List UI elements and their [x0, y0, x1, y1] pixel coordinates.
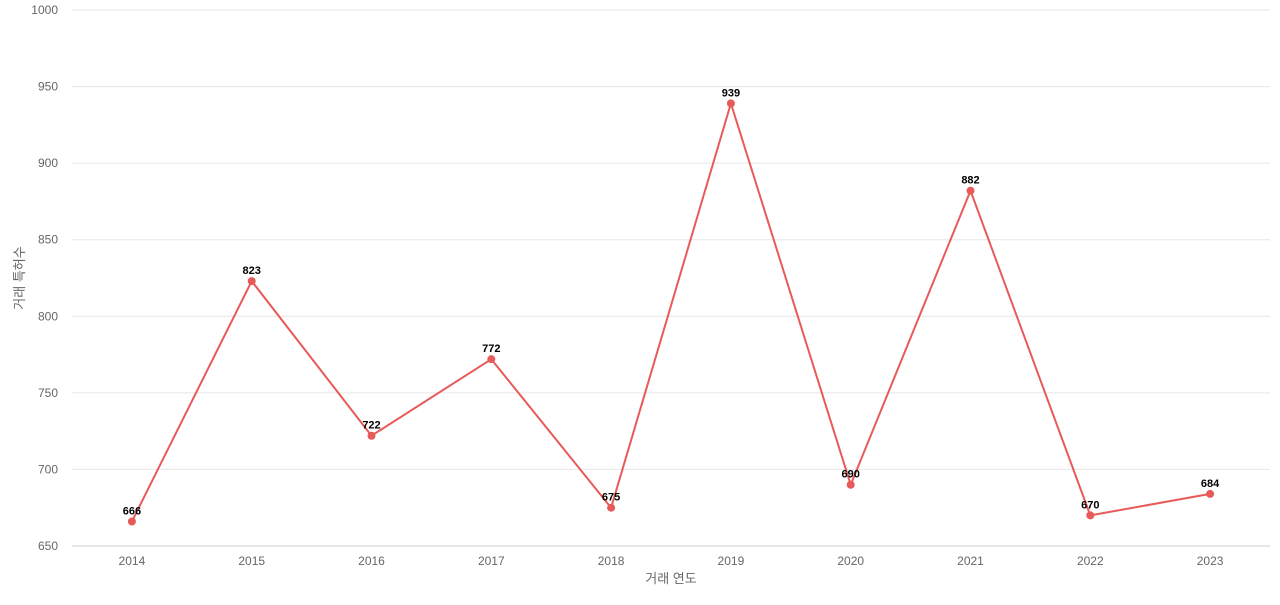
x-axis-ticks: 2014 2015 2016 2017 2018 2019 2020 2021 2022 2023: [119, 554, 1224, 568]
x-tick-label: 2016: [358, 554, 385, 568]
data-label: 722: [362, 420, 380, 432]
x-tick-label: 2023: [1197, 554, 1224, 568]
x-tick-label: 2018: [598, 554, 625, 568]
y-axis-title: 거래 특허수: [12, 246, 27, 309]
data-label: 772: [482, 343, 500, 355]
series-layer: [127, 99, 1215, 526]
data-label: 675: [602, 492, 620, 504]
data-label: 882: [961, 175, 979, 187]
data-label: 823: [243, 265, 261, 277]
y-tick-label: 750: [38, 386, 58, 400]
x-tick-label: 2022: [1077, 554, 1104, 568]
y-tick-label: 700: [38, 462, 58, 476]
data-label: 690: [842, 469, 860, 481]
y-tick-label: 950: [38, 80, 58, 94]
grid-lines: [72, 9, 1270, 547]
data-point[interactable]: [487, 355, 496, 364]
data-point[interactable]: [247, 277, 256, 286]
y-tick-label: 650: [38, 539, 58, 553]
data-point[interactable]: [966, 186, 975, 195]
data-label: 939: [722, 87, 740, 99]
x-axis-title: 거래 연도: [645, 571, 696, 586]
y-tick-label: 900: [38, 156, 58, 170]
data-label: 684: [1201, 478, 1220, 490]
x-tick-label: 2014: [119, 554, 146, 568]
data-label: 670: [1081, 499, 1099, 511]
data-point[interactable]: [1206, 489, 1215, 498]
data-labels: 666 823 722 772 675 939 690 882 670 684: [123, 87, 1220, 517]
data-label: 666: [123, 505, 141, 517]
data-point[interactable]: [1086, 511, 1095, 520]
y-axis-ticks: 650 700 750 800 850 900 950 1000: [31, 3, 58, 553]
x-tick-label: 2021: [957, 554, 984, 568]
x-tick-label: 2020: [837, 554, 864, 568]
data-point[interactable]: [607, 503, 616, 512]
y-tick-label: 1000: [31, 3, 58, 17]
x-tick-label: 2015: [238, 554, 265, 568]
y-tick-label: 850: [38, 233, 58, 247]
data-point[interactable]: [726, 99, 735, 108]
data-point[interactable]: [367, 431, 376, 440]
x-tick-label: 2019: [718, 554, 745, 568]
data-point[interactable]: [127, 517, 136, 526]
x-tick-label: 2017: [478, 554, 505, 568]
y-tick-label: 800: [38, 309, 58, 323]
data-point[interactable]: [846, 480, 855, 489]
series-line: [131, 102, 1211, 522]
